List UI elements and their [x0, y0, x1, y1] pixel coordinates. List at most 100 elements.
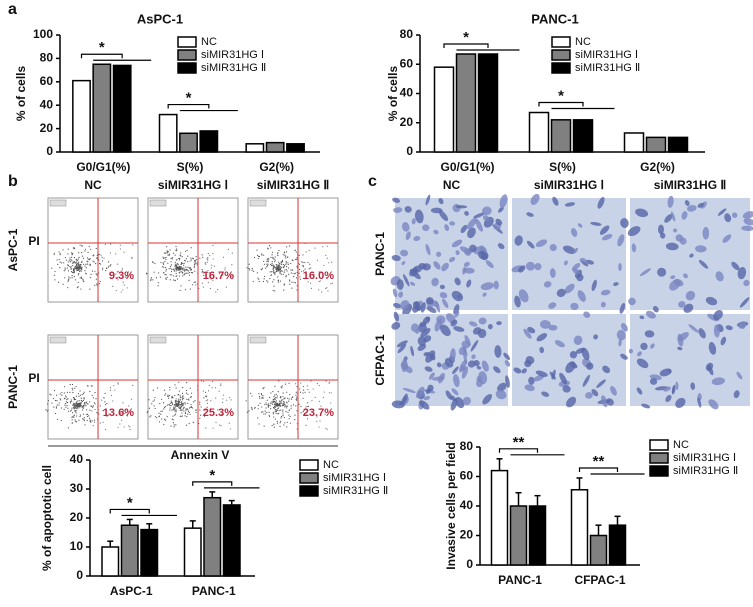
cell [698, 328, 706, 339]
event-dot [70, 399, 72, 401]
legend-swatch [299, 485, 319, 497]
annotation: ** [593, 453, 605, 470]
event-dot [165, 278, 167, 280]
event-dot [98, 253, 100, 256]
event-dot [270, 408, 272, 410]
event-dot [171, 402, 174, 404]
event-dot [73, 267, 76, 269]
event-dot [67, 264, 70, 267]
cell [514, 235, 523, 246]
event-dot [91, 394, 93, 397]
cell [628, 297, 636, 306]
event-dot [79, 403, 81, 405]
event-dot [229, 428, 232, 430]
event-dot [165, 274, 167, 276]
event-dot [282, 409, 284, 411]
event-dot [182, 267, 184, 269]
cell [449, 221, 456, 226]
cell [573, 335, 583, 345]
event-dot [173, 404, 176, 406]
cell [462, 396, 471, 406]
cell [499, 194, 508, 208]
event-dot [116, 263, 119, 265]
event-dot [268, 258, 270, 260]
event-dot [76, 406, 78, 408]
event-dot [186, 382, 188, 384]
event-dot [71, 387, 73, 389]
event-dot [117, 382, 119, 384]
event-dot [273, 407, 275, 409]
panel-letter: b [8, 173, 18, 190]
cell [591, 279, 597, 292]
panel-letter: c [368, 173, 377, 190]
flow-plot [247, 197, 339, 303]
cell [667, 195, 674, 208]
event-dot [274, 271, 276, 273]
event-dot [175, 400, 177, 402]
event-dot [251, 407, 253, 409]
cell [600, 301, 606, 308]
event-dot [200, 380, 203, 382]
event-dot [116, 277, 119, 279]
cell [463, 267, 475, 274]
event-dot [217, 289, 219, 291]
cell [436, 362, 442, 368]
event-dot [257, 417, 259, 419]
event-dot [281, 259, 284, 262]
event-dot [178, 406, 180, 409]
event-dot [179, 401, 181, 403]
cell [423, 395, 431, 401]
event-dot [179, 399, 182, 401]
event-dot [79, 414, 82, 416]
event-dot [91, 270, 94, 272]
event-dot [75, 279, 77, 281]
cell [708, 399, 719, 410]
event-dot [273, 258, 275, 260]
quadrant-percent: 13.6% [103, 407, 134, 419]
event-dot [266, 280, 268, 282]
event-dot [72, 268, 74, 270]
axis-label: PI [28, 371, 39, 385]
event-dot [45, 409, 47, 411]
event-dot [286, 405, 289, 407]
event-dot [190, 269, 193, 271]
cell [451, 388, 459, 396]
event-dot [331, 282, 334, 284]
event-dot [75, 395, 77, 397]
event-dot [60, 399, 62, 401]
event-dot [257, 277, 259, 279]
event-dot [202, 380, 205, 383]
y-tick-label: 30 [70, 481, 84, 495]
cell [644, 330, 655, 338]
event-dot [284, 269, 286, 271]
cell [739, 297, 750, 308]
event-dot [79, 394, 82, 396]
event-dot [71, 271, 74, 274]
event-dot [203, 274, 205, 277]
event-dot [274, 290, 276, 292]
event-dot [183, 262, 185, 264]
event-dot [71, 274, 73, 277]
event-dot [182, 395, 184, 397]
cell [451, 290, 464, 302]
event-dot [258, 255, 260, 258]
cell [497, 382, 507, 392]
event-dot [201, 282, 204, 284]
event-dot [160, 398, 163, 400]
legend-label: NC [323, 459, 339, 471]
event-dot [67, 280, 69, 282]
cell [463, 261, 470, 267]
event-dot [279, 272, 281, 275]
event-dot [212, 280, 214, 282]
event-dot [293, 276, 295, 278]
event-dot [188, 411, 190, 414]
event-dot [64, 277, 66, 279]
event-dot [107, 261, 110, 263]
event-dot [81, 405, 83, 407]
axis-label: PI [28, 234, 39, 248]
event-dot [165, 268, 167, 271]
cell [391, 321, 401, 330]
cell [493, 366, 501, 374]
event-dot [301, 261, 303, 263]
event-dot [66, 399, 68, 401]
